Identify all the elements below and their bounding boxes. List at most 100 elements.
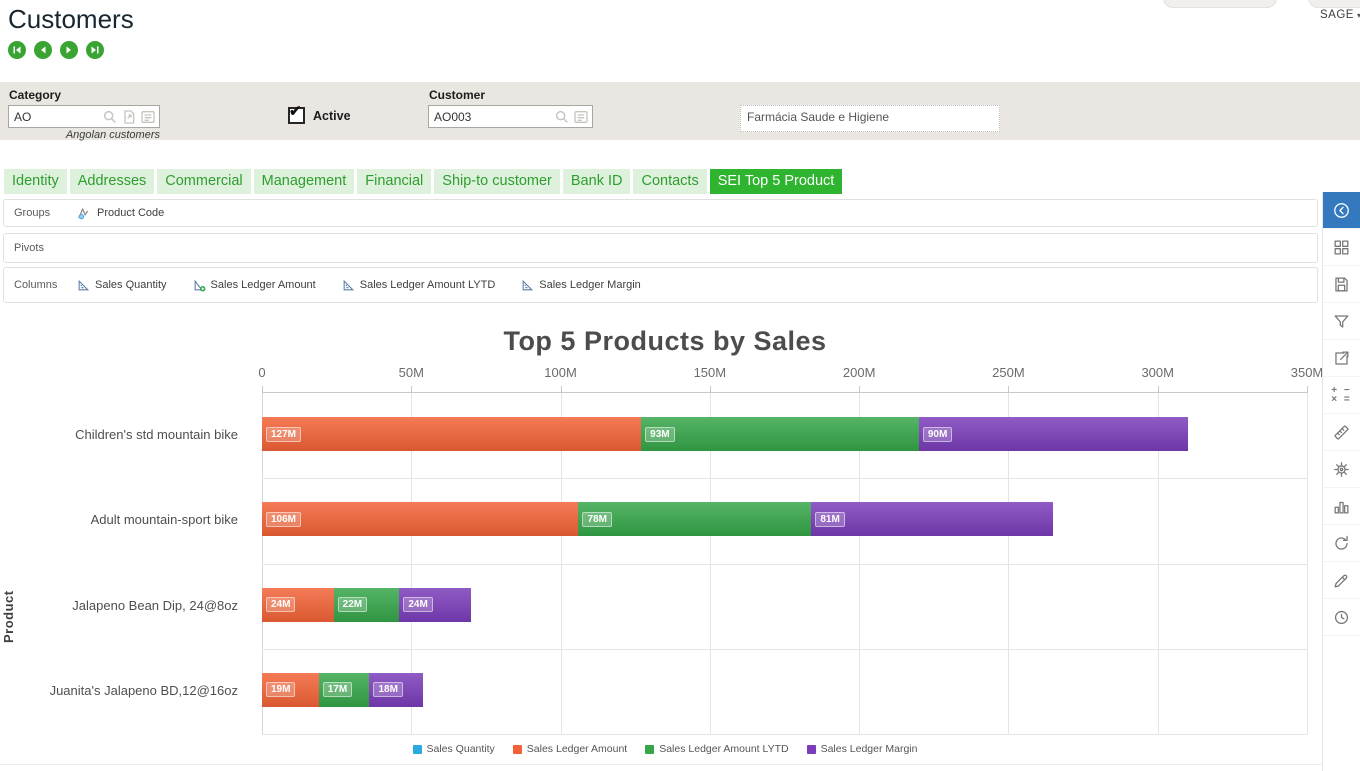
- bar-row-children-s-std-mountain-bike: 127M 93M 90M: [262, 417, 1307, 451]
- bar-value-label: 19M: [266, 682, 296, 698]
- chip-product-code[interactable]: Product Code: [77, 206, 164, 221]
- brand-menu[interactable]: SAGE ▾: [1320, 9, 1360, 21]
- legend-label: Sales Ledger Margin: [820, 743, 918, 755]
- sei-row-pivots: Pivots: [3, 233, 1318, 263]
- x-tick-label: 300M: [1141, 365, 1174, 380]
- chip-label: Sales Ledger Amount LYTD: [359, 279, 496, 291]
- bar-value-label: 24M: [403, 597, 433, 612]
- share-icon: [1332, 349, 1351, 368]
- bar-segment-sales-ledger-amount-lytd[interactable]: 93M: [641, 417, 919, 451]
- sei-row-label: Columns: [14, 279, 58, 291]
- bar-segment-sales-ledger-amount[interactable]: 19M: [262, 672, 319, 707]
- tab-management[interactable]: Management: [253, 169, 355, 194]
- record-navigation: [8, 41, 104, 59]
- selection-list-icon[interactable]: [573, 109, 589, 125]
- chip-sales-ledger-margin[interactable]: Sales Ledger Margin: [521, 279, 641, 292]
- category-input[interactable]: [9, 109, 102, 124]
- legend-item-sales-quantity[interactable]: Sales Quantity: [412, 743, 495, 755]
- last-record-button[interactable]: [86, 41, 104, 59]
- legend-label: Sales Ledger Amount: [526, 743, 628, 755]
- chip-sales-ledger-amount[interactable]: Sales Ledger Amount: [193, 279, 316, 292]
- bar-segment-sales-ledger-amount-lytd[interactable]: 78M: [578, 502, 812, 537]
- previous-record-button[interactable]: [34, 41, 52, 59]
- goto-record-icon[interactable]: [121, 109, 137, 125]
- toolbar-button-ruler[interactable]: [1323, 414, 1360, 451]
- search-icon[interactable]: [554, 109, 570, 125]
- bar-row-adult-mountain-sport-bike: 106M 78M 81M: [262, 502, 1307, 537]
- toolbar-button-share[interactable]: [1323, 340, 1360, 377]
- toolbar-button-grid-view[interactable]: [1323, 229, 1360, 266]
- search-icon[interactable]: [102, 109, 118, 125]
- next-record-button[interactable]: [60, 41, 78, 59]
- tab-commercial[interactable]: Commercial: [157, 169, 251, 194]
- x-tick-label: 0: [258, 365, 266, 380]
- measure-icon: [521, 279, 534, 292]
- bar-segment-sales-ledger-margin[interactable]: 18M: [369, 672, 424, 707]
- skip-last-icon: [91, 46, 99, 54]
- axis-tick: [1008, 386, 1010, 393]
- history-icon: [1332, 608, 1351, 627]
- customer-field: [428, 105, 593, 128]
- sei-row-columns: Columns Sales Quantity Sales Ledger Amount…: [3, 267, 1318, 303]
- calculator-icon: + − × =: [1331, 385, 1352, 405]
- refresh-icon: [1332, 534, 1351, 553]
- x-tick-label: 100M: [544, 365, 577, 380]
- sei-row-label: Groups: [14, 207, 51, 219]
- legend-swatch: [412, 744, 422, 754]
- y-category-label: Juanita's Jalapeno BD,12@16oz: [49, 682, 238, 698]
- bar-segment-sales-ledger-amount-lytd[interactable]: 17M: [318, 672, 370, 707]
- bar-segment-sales-ledger-amount[interactable]: 106M: [262, 502, 579, 537]
- bar-value-label: 81M: [815, 511, 845, 527]
- toolbar-button-bar-chart[interactable]: [1323, 488, 1360, 525]
- bar-value-label: 24M: [266, 597, 296, 612]
- top-pill-right: [1308, 0, 1360, 8]
- measure-icon: [77, 279, 90, 292]
- axis-tick: [1157, 386, 1159, 393]
- tab-sei-top-5-product[interactable]: SEI Top 5 Product: [709, 169, 843, 194]
- brand-label: SAGE: [1320, 9, 1354, 21]
- toolbar-button-settings[interactable]: [1323, 451, 1360, 488]
- chip-sales-ledger-amount-lytd[interactable]: Sales Ledger Amount LYTD: [342, 279, 496, 292]
- category-description: Angolan customers: [65, 129, 160, 141]
- settings-icon: [1332, 460, 1351, 479]
- legend-swatch: [645, 744, 655, 754]
- tab-ship-to-customer[interactable]: Ship-to customer: [434, 169, 560, 194]
- bar-segment-sales-ledger-margin[interactable]: 81M: [811, 502, 1054, 537]
- bar-segment-sales-ledger-amount[interactable]: 127M: [262, 417, 642, 451]
- toolbar-button-history[interactable]: [1323, 599, 1360, 636]
- right-toolbar: + − × =: [1322, 192, 1360, 771]
- x-tick-label: 200M: [842, 365, 876, 380]
- save-icon: [1332, 275, 1351, 294]
- bar-segment-sales-ledger-amount[interactable]: 24M: [262, 587, 334, 622]
- y-category-label: Jalapeno Bean Dip, 24@8oz: [72, 597, 238, 613]
- toolbar-button-filter[interactable]: [1323, 303, 1360, 340]
- toolbar-button-refresh[interactable]: [1323, 525, 1360, 562]
- category-field: [8, 105, 160, 128]
- tab-financial[interactable]: Financial: [357, 169, 432, 194]
- tab-contacts[interactable]: Contacts: [633, 169, 707, 194]
- bar-segment-sales-ledger-margin[interactable]: 90M: [918, 417, 1188, 451]
- chart-legend: Sales Quantity Sales Ledger Amount Sales L…: [0, 743, 1330, 755]
- legend-item-sales-ledger-amount[interactable]: Sales Ledger Amount: [512, 743, 628, 755]
- measure-add-icon: [193, 279, 206, 292]
- chart-title: Top 5 Products by Sales: [503, 326, 827, 356]
- active-checkbox[interactable]: ✔: [288, 103, 305, 124]
- selection-list-icon[interactable]: [140, 109, 156, 125]
- toolbar-button-save[interactable]: [1323, 266, 1360, 303]
- x-tick-label: 150M: [693, 365, 727, 380]
- customer-input[interactable]: [429, 109, 554, 124]
- first-record-button[interactable]: [8, 41, 26, 59]
- collapse-panel-icon: [1332, 201, 1351, 220]
- tab-identity[interactable]: Identity: [4, 169, 67, 194]
- bar-segment-sales-ledger-amount-lytd[interactable]: 22M: [333, 587, 400, 622]
- chip-sales-quantity[interactable]: Sales Quantity: [77, 279, 167, 292]
- tab-addresses[interactable]: Addresses: [69, 169, 155, 194]
- toolbar-button-eyedropper[interactable]: [1323, 562, 1360, 599]
- tab-bank-id[interactable]: Bank ID: [562, 169, 631, 194]
- legend-item-sales-ledger-amount-lytd[interactable]: Sales Ledger Amount LYTD: [645, 743, 789, 755]
- bar-segment-sales-ledger-margin[interactable]: 24M: [399, 587, 471, 622]
- toolbar-button-calculator[interactable]: + − × =: [1323, 377, 1360, 414]
- legend-item-sales-ledger-margin[interactable]: Sales Ledger Margin: [806, 743, 918, 755]
- field-icon: [77, 206, 92, 221]
- toolbar-button-collapse-panel[interactable]: [1323, 192, 1360, 229]
